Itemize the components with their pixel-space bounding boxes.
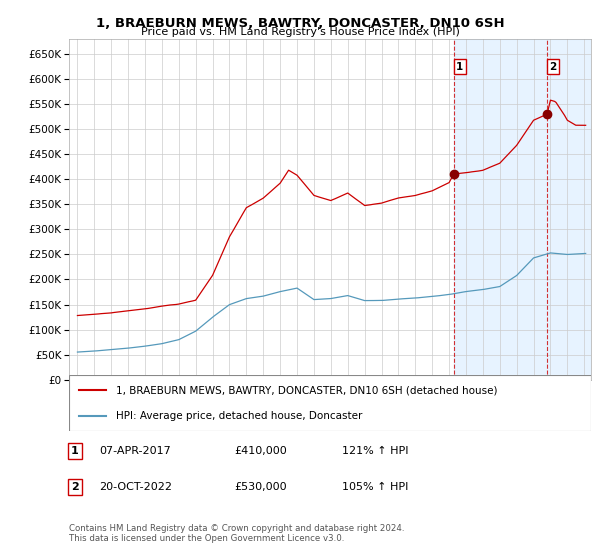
Text: 1, BRAEBURN MEWS, BAWTRY, DONCASTER, DN10 6SH: 1, BRAEBURN MEWS, BAWTRY, DONCASTER, DN1… bbox=[95, 17, 505, 30]
Text: 105% ↑ HPI: 105% ↑ HPI bbox=[342, 482, 409, 492]
Text: Contains HM Land Registry data © Crown copyright and database right 2024.
This d: Contains HM Land Registry data © Crown c… bbox=[69, 524, 404, 543]
Text: £530,000: £530,000 bbox=[234, 482, 287, 492]
Bar bbox=[454, 39, 591, 380]
Text: 1, BRAEBURN MEWS, BAWTRY, DONCASTER, DN10 6SH (detached house): 1, BRAEBURN MEWS, BAWTRY, DONCASTER, DN1… bbox=[116, 385, 497, 395]
Text: Price paid vs. HM Land Registry's House Price Index (HPI): Price paid vs. HM Land Registry's House … bbox=[140, 27, 460, 37]
Text: £410,000: £410,000 bbox=[234, 446, 287, 456]
Text: 2: 2 bbox=[71, 482, 79, 492]
Text: 1: 1 bbox=[456, 62, 463, 72]
Text: HPI: Average price, detached house, Doncaster: HPI: Average price, detached house, Donc… bbox=[116, 411, 362, 421]
Text: 07-APR-2017: 07-APR-2017 bbox=[99, 446, 171, 456]
Text: 121% ↑ HPI: 121% ↑ HPI bbox=[342, 446, 409, 456]
Text: 20-OCT-2022: 20-OCT-2022 bbox=[99, 482, 172, 492]
Text: 1: 1 bbox=[71, 446, 79, 456]
Text: 2: 2 bbox=[550, 62, 557, 72]
